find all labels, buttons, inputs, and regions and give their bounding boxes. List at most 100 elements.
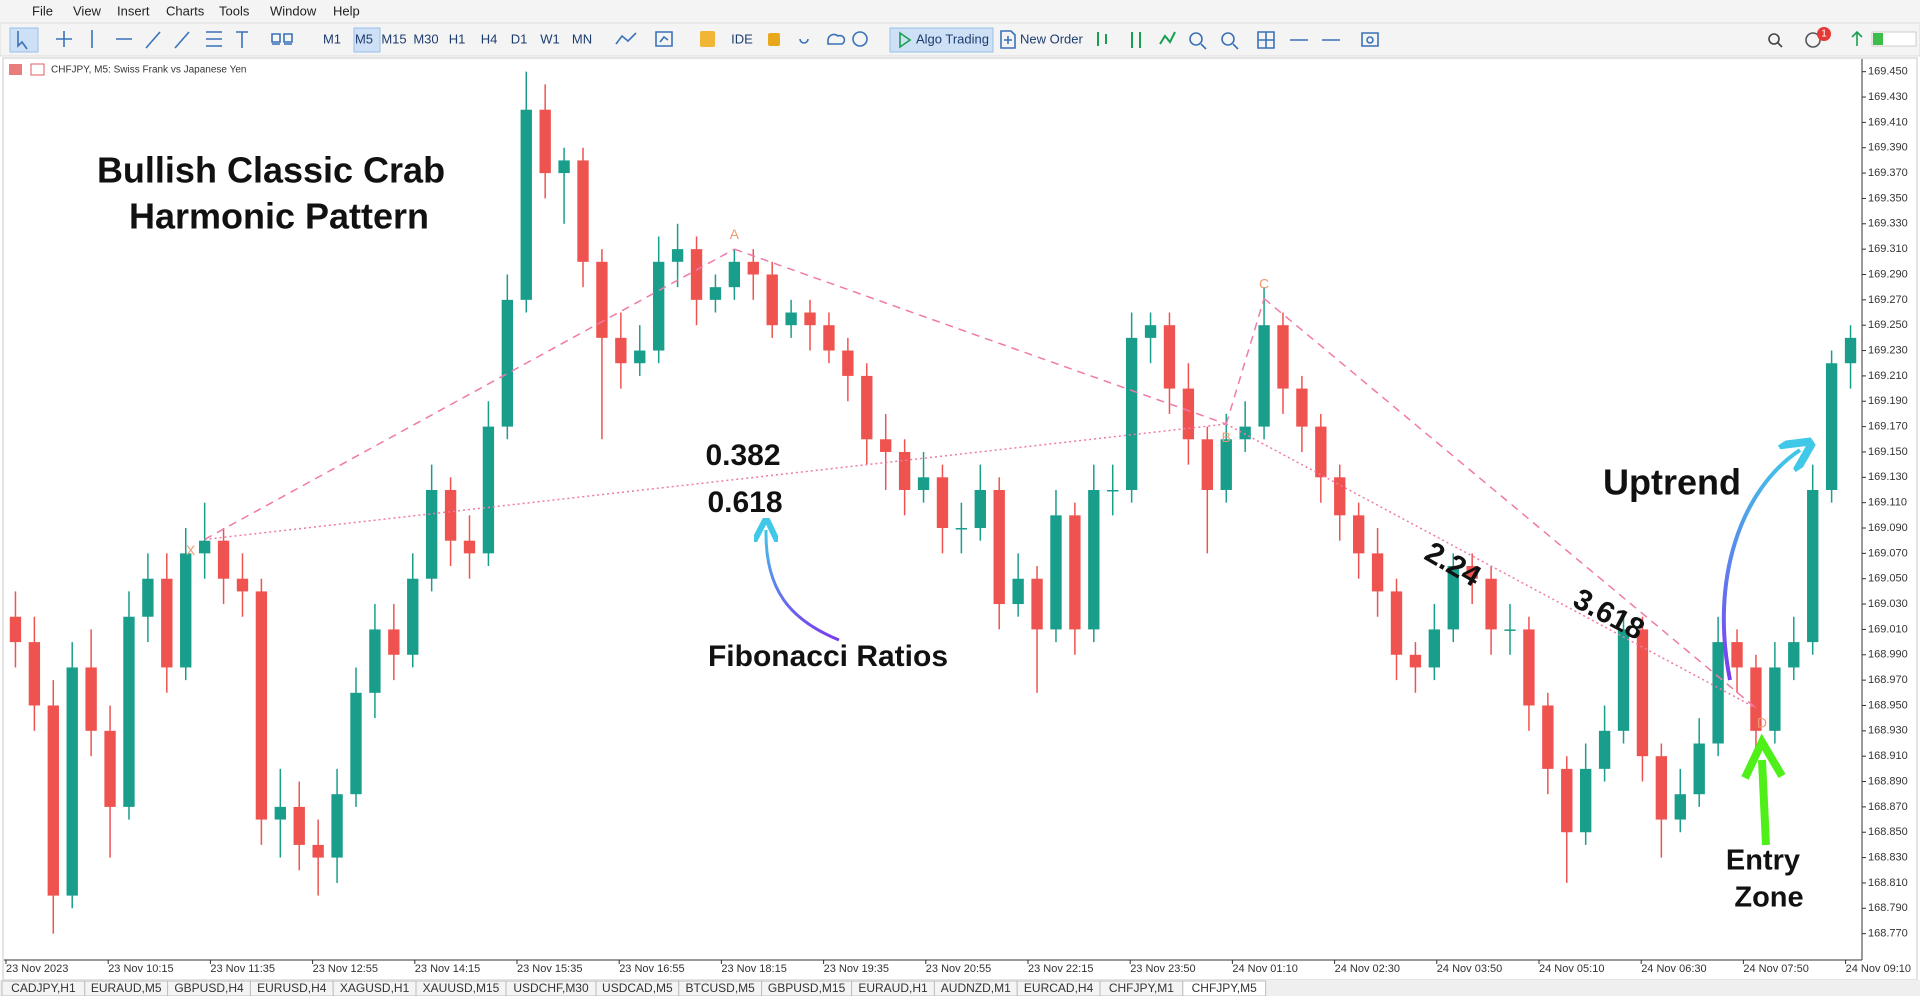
candle-body (1428, 629, 1441, 668)
chart-type-icons[interactable] (615, 31, 673, 47)
menu-item[interactable]: View (73, 3, 102, 18)
new-order-label[interactable]: New Order (1020, 31, 1084, 46)
candle-body (123, 616, 135, 807)
period-button[interactable]: MN (572, 31, 592, 46)
service-icons[interactable] (799, 31, 868, 47)
candle-body (1466, 566, 1478, 579)
signal-icon[interactable] (1851, 30, 1863, 46)
candle-body (804, 312, 816, 326)
chart-style-icons[interactable] (1097, 31, 1176, 48)
candle-body (9, 616, 22, 643)
x-tick-label: 23 Nov 23:50 (1130, 963, 1195, 975)
new-order-icon[interactable] (1000, 30, 1016, 49)
candle-body (1125, 337, 1138, 490)
search-icon[interactable] (1768, 33, 1783, 48)
menu-item[interactable]: Insert (117, 3, 150, 18)
candle-body (577, 160, 589, 262)
candle-body (104, 730, 116, 807)
x-tick-label: 24 Nov 07:50 (1743, 963, 1808, 975)
candles (9, 71, 1857, 934)
candle-body (1844, 337, 1857, 364)
x-tick-label: 23 Nov 18:15 (721, 963, 786, 975)
period-button[interactable]: W1 (540, 31, 560, 46)
fib-arrow (766, 530, 840, 642)
pattern-point-label: X (186, 542, 196, 558)
x-tick-label: 24 Nov 01:10 (1232, 963, 1297, 975)
messages-icon[interactable] (1805, 32, 1821, 48)
x-tick-label: 23 Nov 10:15 (108, 963, 173, 975)
tab-label: CHFJPY,M1 (1109, 981, 1174, 995)
period-button[interactable]: D1 (511, 31, 528, 46)
y-tick-label: 169.170 (1868, 421, 1908, 433)
x-tick-label: 23 Nov 14:15 (415, 963, 480, 975)
pattern-point-label: A (730, 226, 740, 242)
pattern-leg (734, 248, 1227, 425)
menu-item[interactable]: Help (333, 3, 360, 18)
uptrend-arrow (1721, 450, 1800, 681)
algo-trading-button[interactable] (889, 27, 994, 53)
candle-body (1807, 489, 1819, 643)
menu-bar (0, 0, 1920, 23)
y-tick-label: 168.970 (1868, 674, 1908, 686)
candle-body (1674, 794, 1686, 820)
menu-item[interactable]: Charts (166, 3, 205, 18)
candle-body (842, 350, 854, 376)
y-tick-label: 169.090 (1868, 522, 1908, 534)
uptrend-label: Uptrend (1603, 462, 1741, 503)
candle-body (1617, 629, 1630, 731)
pattern-leg (204, 248, 735, 541)
lock-icon[interactable] (768, 33, 780, 46)
x-tick-label: 24 Nov 02:30 (1335, 963, 1400, 975)
x-tick-label: 23 Nov 2023 (6, 963, 68, 975)
zoom-and-layout-icons[interactable] (1189, 31, 1379, 50)
y-tick-label: 168.990 (1868, 649, 1908, 661)
candle-body (1277, 325, 1289, 389)
candle-body (1390, 591, 1403, 655)
menu-item[interactable]: Tools (219, 3, 250, 18)
period-button[interactable]: M30 (413, 31, 438, 46)
drawing-tools[interactable] (91, 30, 293, 49)
tab-label: XAGUSD,H1 (340, 981, 410, 995)
period-button[interactable]: M5 (355, 31, 373, 46)
period-button[interactable]: H4 (481, 31, 498, 46)
candle-body (217, 540, 230, 579)
candle-body (1012, 578, 1024, 605)
fib-ratio: 0.618 (707, 486, 782, 519)
candle-body (1485, 578, 1497, 630)
x-tick-label: 23 Nov 22:15 (1028, 963, 1093, 975)
entry-arrow (1758, 759, 1770, 846)
candle-body (615, 337, 627, 364)
market-icon[interactable] (700, 31, 715, 47)
menu-item[interactable]: Window (270, 3, 317, 18)
chart-icon (9, 64, 22, 75)
badge-count: 1 (1821, 29, 1827, 40)
period-button[interactable]: M1 (323, 31, 341, 46)
candle-body (634, 350, 646, 364)
period-button[interactable]: H1 (449, 31, 466, 46)
y-tick-label: 169.370 (1868, 167, 1908, 179)
x-tick-label: 23 Nov 11:35 (210, 963, 275, 975)
candle-body (1561, 768, 1573, 833)
candle-body (331, 794, 343, 858)
crosshair-icon[interactable] (56, 31, 72, 47)
y-tick-label: 169.450 (1868, 66, 1908, 78)
y-tick-label: 168.770 (1868, 928, 1908, 940)
tab-label: EURAUD,H1 (858, 981, 928, 995)
ide-button[interactable]: IDE (731, 31, 753, 46)
candle-body (425, 489, 438, 579)
x-tick-label: 23 Nov 19:35 (824, 963, 889, 975)
candle-body (1107, 489, 1119, 492)
menu-item[interactable]: File (32, 3, 53, 18)
tab-label: CADJPY,H1 (11, 981, 76, 995)
candle-body (47, 705, 59, 896)
period-button[interactable]: M15 (381, 31, 406, 46)
candle-body (1182, 388, 1195, 440)
candle-body (85, 667, 97, 731)
tab-label: GBPUSD,H4 (174, 981, 244, 995)
cursor-button[interactable] (9, 27, 39, 53)
y-tick-label: 168.810 (1868, 877, 1908, 889)
candle-body (1580, 768, 1592, 833)
candle-body (388, 629, 400, 655)
y-tick-label: 169.390 (1868, 142, 1908, 154)
candle-body (1409, 654, 1422, 668)
